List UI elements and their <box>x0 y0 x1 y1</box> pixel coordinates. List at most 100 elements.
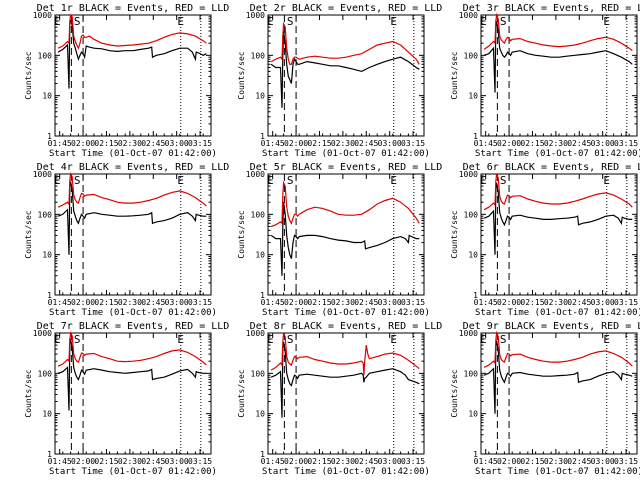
x-tick-label: 02:45 <box>141 139 165 148</box>
y-tick-label: 100 <box>464 210 479 219</box>
marker-label: S <box>500 174 507 187</box>
x-tick-label: 03:15 <box>614 457 638 466</box>
y-tick-label: 10 <box>255 410 265 419</box>
lld-series-line <box>483 173 633 211</box>
y-tick-label: 1000 <box>33 170 52 179</box>
detector-panel-6: Det 6r BLACK = Events, RED = LLD 1 10 100 10… <box>450 162 640 318</box>
x-tick-label: 02:45 <box>141 457 165 466</box>
y-axis-label: Counts/sec <box>450 369 459 417</box>
marker-label: S <box>500 15 507 28</box>
events-series-line <box>483 21 633 93</box>
x-tick-label: 03:00 <box>378 139 402 148</box>
x-axis-label: Start Time (01-Oct-07 01:42:00) <box>262 467 430 477</box>
marker-label: E <box>267 174 274 187</box>
x-tick-label: 02:00 <box>284 139 308 148</box>
y-tick-label: 10 <box>468 410 478 419</box>
y-tick-label: 1000 <box>33 329 52 338</box>
marker-label: S <box>74 15 81 28</box>
y-axis-label: Counts/sec <box>237 369 246 417</box>
x-tick-label: 02:30 <box>544 139 568 148</box>
panel-title: Det 3r BLACK = Events, RED = LLD <box>463 3 640 14</box>
plot-frame <box>480 173 638 296</box>
x-tick-label: 03:15 <box>188 298 212 307</box>
lld-series-line <box>57 172 207 208</box>
plot-frame <box>480 14 638 137</box>
y-tick-label: 1000 <box>246 11 265 20</box>
events-series-line <box>270 31 420 108</box>
panel-title: Det 6r BLACK = Events, RED = LLD <box>463 162 640 173</box>
y-tick-label: 100 <box>251 210 266 219</box>
x-tick-label: 02:45 <box>354 139 378 148</box>
y-tick-label: 1000 <box>246 329 265 338</box>
marker-label: E <box>177 174 184 187</box>
x-tick-label: 01:45 <box>48 298 72 307</box>
x-tick-label: 03:00 <box>378 298 402 307</box>
y-tick-label: 1 <box>47 291 52 300</box>
x-tick-label: 03:15 <box>188 139 212 148</box>
marker-label: S <box>287 174 294 187</box>
x-tick-label: 01:45 <box>48 457 72 466</box>
events-series-line <box>483 340 633 414</box>
x-tick-label: 03:00 <box>591 298 615 307</box>
panel-title: Det 1r BLACK = Events, RED = LLD <box>37 3 230 14</box>
x-tick-label: 03:15 <box>401 298 425 307</box>
x-tick-label: 02:15 <box>520 457 544 466</box>
x-tick-label: 02:00 <box>497 139 521 148</box>
x-tick-label: 02:00 <box>497 457 521 466</box>
y-tick-label: 1 <box>47 132 52 141</box>
marker-label: E <box>480 333 487 346</box>
y-tick-label: 1 <box>473 132 478 141</box>
x-axis-label: Start Time (01-Oct-07 01:42:00) <box>49 149 217 159</box>
y-tick-label: 1 <box>473 450 478 459</box>
x-tick-label: 03:15 <box>188 457 212 466</box>
x-tick-label: 01:45 <box>474 457 498 466</box>
y-tick-label: 10 <box>468 92 478 101</box>
y-tick-label: 1 <box>260 291 265 300</box>
x-tick-label: 02:15 <box>94 139 118 148</box>
marker-label: E <box>267 333 274 346</box>
y-tick-label: 1000 <box>459 329 478 338</box>
x-tick-label: 02:15 <box>520 298 544 307</box>
y-axis-label: Counts/sec <box>450 51 459 99</box>
y-tick-label: 1 <box>260 450 265 459</box>
panel-title: Det 7r BLACK = Events, RED = LLD <box>37 321 230 332</box>
x-axis-label: Start Time (01-Oct-07 01:42:00) <box>262 149 430 159</box>
detector-panel-8: Det 8r BLACK = Events, RED = LLD 1 10 100 10… <box>237 321 442 477</box>
detector-panel-7: Det 7r BLACK = Events, RED = LLD 1 10 100 10… <box>24 321 229 477</box>
panel-title: Det 9r BLACK = Events, RED = LLD <box>463 321 640 332</box>
x-tick-label: 03:15 <box>401 457 425 466</box>
y-tick-label: 1000 <box>459 11 478 20</box>
y-axis-label: Counts/sec <box>237 210 246 258</box>
x-tick-label: 02:45 <box>567 139 591 148</box>
y-tick-label: 100 <box>38 369 53 378</box>
marker-label: E <box>603 15 610 28</box>
lld-series-line <box>57 331 207 367</box>
x-tick-label: 02:30 <box>331 457 355 466</box>
x-tick-label: 01:45 <box>261 457 285 466</box>
detector-panel-2: Det 2r BLACK = Events, RED = LLD 1 10 100 10… <box>237 3 442 159</box>
detector-panel-9: Det 9r BLACK = Events, RED = LLD 1 10 100 10… <box>450 321 640 477</box>
x-tick-label: 02:15 <box>307 298 331 307</box>
marker-label: E <box>603 333 610 346</box>
events-series-line <box>57 181 207 255</box>
x-tick-label: 02:30 <box>118 457 142 466</box>
events-series-line <box>57 19 207 89</box>
plot-frame <box>54 332 212 455</box>
events-series-line <box>270 341 420 418</box>
x-tick-label: 02:30 <box>331 139 355 148</box>
x-tick-label: 03:00 <box>165 298 189 307</box>
marker-label: E <box>54 333 61 346</box>
x-tick-label: 02:45 <box>354 298 378 307</box>
y-axis-label: Counts/sec <box>24 369 33 417</box>
x-tick-label: 02:30 <box>331 298 355 307</box>
marker-label: E <box>54 15 61 28</box>
panel-title: Det 5r BLACK = Events, RED = LLD <box>250 162 443 173</box>
detector-panel-5: Det 5r BLACK = Events, RED = LLD 1 10 100 10… <box>237 162 442 318</box>
detector-panel-1: Det 1r BLACK = Events, RED = LLD 1 10 100 10… <box>24 3 229 159</box>
y-tick-label: 100 <box>38 210 53 219</box>
lld-series-line <box>57 13 207 50</box>
x-tick-label: 02:45 <box>354 457 378 466</box>
plot-frame <box>267 332 425 455</box>
marker-label: E <box>390 15 397 28</box>
events-series-line <box>270 202 420 276</box>
